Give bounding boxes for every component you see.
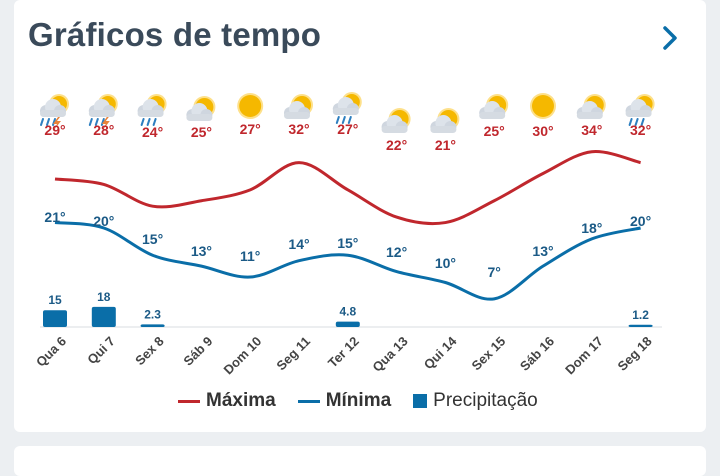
rain-drops: [628, 118, 645, 126]
cloud: [479, 101, 506, 119]
legend-min-label: Mínima: [325, 390, 392, 411]
precip-bar: [628, 324, 653, 327]
min-temp-label: 7°: [488, 264, 501, 280]
max-temp-label: 32°: [288, 121, 309, 137]
max-temp-label: 28°: [93, 122, 114, 138]
cloud: [88, 99, 115, 117]
min-temp-label: 20°: [630, 213, 651, 229]
max-temp-label: 25°: [484, 123, 505, 139]
max-temp-label: 30°: [532, 123, 553, 139]
precip-label: 4.8: [339, 305, 356, 319]
partly-cloudy-icon: [576, 94, 606, 119]
legend-precip-label: Precipitação: [433, 390, 538, 411]
cloud: [186, 103, 213, 121]
weather-chart: 29° 21° 15 Qua 6 28° 20° 18 Qui 7 24° 15° 2.3 Sex 8…: [33, 92, 662, 378]
rain-sun-icon: [625, 94, 655, 126]
partly-cloudy-icon: [479, 94, 509, 119]
partly-cloudy-icon: [381, 108, 411, 133]
max-temp-label: 34°: [581, 122, 602, 138]
chevron-right-icon[interactable]: [656, 20, 686, 56]
sun-icon: [530, 93, 556, 119]
partly-cloudy-icon: [430, 108, 460, 133]
next-card: [14, 446, 706, 476]
cloud: [576, 101, 603, 119]
precip-label: 18: [97, 290, 111, 304]
day-label: Sex 15: [469, 334, 509, 374]
cloud: [40, 99, 66, 117]
max-temp-label: 27°: [240, 121, 261, 137]
max-temp-label: 27°: [337, 121, 358, 137]
page-title: Gráficos de tempo: [28, 16, 322, 53]
rain-sun-icon: [332, 92, 362, 124]
partly-cloudy-icon: [284, 94, 313, 119]
max-temp-label: 24°: [142, 124, 163, 140]
max-temp-label: 22°: [386, 137, 407, 153]
day-label: Qui 14: [421, 333, 460, 372]
min-temp-label: 21°: [44, 209, 65, 225]
min-temp-label: 15°: [337, 235, 358, 251]
sun-icon: [237, 93, 264, 119]
max-temp-label: 25°: [191, 124, 212, 140]
legend-max-line: [178, 399, 200, 403]
rain-sun-icon: [137, 94, 167, 126]
sun-disc: [532, 95, 554, 117]
day-label: Sex 8: [132, 334, 167, 369]
precip-label: 15: [48, 293, 62, 307]
day-label: Dom 10: [221, 334, 265, 378]
partly-cloudy-icon: [186, 96, 216, 121]
day-label: Sáb 16: [517, 334, 557, 374]
precip-bar: [140, 324, 165, 327]
precip-label: 1.2: [632, 308, 649, 322]
weather-charts-card: [14, 0, 706, 432]
day-label: Qui 7: [84, 334, 118, 368]
min-temp-label: 13°: [191, 243, 212, 259]
cloud: [332, 97, 359, 115]
min-temp-label: 20°: [93, 213, 114, 229]
day-label: Qua 6: [33, 334, 69, 370]
precip-label: 2.3: [144, 307, 161, 321]
day-label: Seg 18: [614, 334, 654, 374]
max-temp-label: 29°: [44, 122, 65, 138]
min-temp-label: 10°: [435, 255, 456, 271]
legend-precip-swatch: [413, 394, 428, 408]
legend-min[interactable]: Mínima: [297, 390, 392, 412]
day-label: Sáb 9: [180, 334, 215, 369]
day-label: Dom 17: [562, 334, 606, 378]
precip-bar: [91, 306, 116, 327]
day-label: Seg 11: [273, 334, 313, 374]
precip-bar: [43, 310, 67, 327]
storm-sun-icon: [40, 94, 69, 130]
min-temp-label: 12°: [386, 244, 407, 260]
max-temp-label: 32°: [630, 122, 651, 138]
day-label: Qua 13: [369, 334, 410, 375]
min-temp-label: 18°: [581, 220, 602, 236]
min-temp-label: 15°: [142, 231, 163, 247]
min-temp-label: 13°: [532, 243, 553, 259]
cloud: [430, 115, 457, 133]
legend-max-label: Máxima: [206, 390, 276, 411]
cloud: [381, 115, 408, 133]
day-label: Ter 12: [325, 334, 362, 371]
cloud: [625, 99, 652, 117]
max-temp-label: 21°: [435, 137, 456, 153]
min-temp-label: 11°: [240, 248, 260, 264]
min-temp-line: [54, 221, 641, 301]
storm-sun-icon: [88, 94, 118, 130]
rain-drops: [140, 118, 157, 126]
legend-precip[interactable]: Precipitação: [413, 390, 538, 412]
chart-legend: Máxima Mínima Precipitação: [178, 390, 560, 412]
legend-min-line: [297, 399, 320, 403]
legend-max[interactable]: Máxima: [178, 390, 276, 412]
cloud: [284, 101, 310, 119]
min-temp-label: 14°: [288, 236, 309, 252]
lightning-bolt: [101, 117, 110, 130]
rain-drops: [335, 116, 352, 124]
max-temp-line: [54, 150, 641, 226]
cloud: [137, 99, 164, 117]
lightning-bolt: [53, 117, 61, 130]
sun-disc: [239, 95, 262, 117]
precip-bar: [335, 321, 360, 327]
